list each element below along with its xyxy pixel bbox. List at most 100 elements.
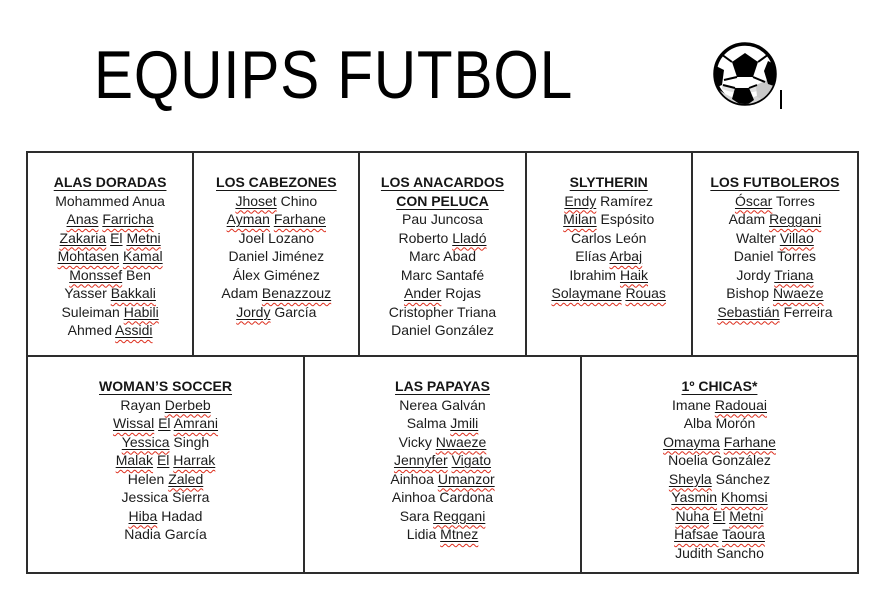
misspelled-word: Jhoset [235,192,277,209]
word: Abad [443,248,476,264]
underlined-word: Nuha [676,508,709,524]
word: Álex [232,266,260,283]
player-name: Daniel Torres [699,247,851,266]
underlined-word: Zakaria [60,230,107,246]
underlined-word: El [156,452,170,468]
team-card-slytherin: SLYTHERIN Endy Ramírez Milan Espósito Carlo… [527,153,693,355]
misspelled-word: Jordy [236,303,271,320]
word: Galván [441,396,486,413]
misspelled-word: Ander [403,285,442,301]
word: Judith [675,544,713,561]
word: Pau [402,211,427,227]
team-card-1o-chicas: 1º CHICAS* Imane Radouai Alba Morón Omayma … [582,357,857,572]
misspelled-word: Haik [619,266,648,283]
word: Daniel [228,248,269,264]
player-name: Walter Villao [699,229,851,248]
team-name-1o-chicas: 1º CHICAS* [681,378,758,394]
team-name-slytherin: SLYTHERIN [569,174,648,190]
underlined-word: Óscar [735,193,772,209]
word: García [164,526,207,542]
underlined-word: Metni [126,230,160,246]
page-title: EQUIPS FUTBOL [94,37,574,113]
misspelled-word: Reggani [769,211,822,227]
misspelled-word: Farhane [723,433,776,450]
misspelled-word: Nwaeze [435,433,487,450]
player-name: Ahmed Assidi [34,321,186,340]
word: Sierra [172,489,210,505]
misspelled-word: Bakkali [110,285,156,301]
player-name: Sara Reggani [311,507,574,526]
word: Bishop [726,285,770,301]
underlined-word: Rouas [625,285,665,301]
underlined-word: El [158,415,171,431]
player-name: Yasser Bakkali [34,284,186,303]
underlined-word: Yessica [122,434,170,450]
word: Cardona [439,489,494,505]
team-name-alas-doradas: ALAS DORADAS [53,174,167,190]
player-name: Jordy Triana [699,266,851,285]
underlined-word: Arbaj [609,248,642,264]
player-name: Ander Rojas [366,284,518,303]
word: Sánchez [715,470,771,487]
team-name-womans-soccer: WOMAN’S SOCCER [99,378,232,394]
teams-row-1: ALAS DORADAS Mohammed Anua Anas Farricha Za… [28,153,857,357]
misspelled-word: Ayman [226,211,270,227]
player-name: Marc Santafé [366,266,518,285]
word: Yasser [64,285,107,301]
word: Lozano [268,229,315,246]
underlined-word: Mtnez [440,526,478,542]
misspelled-word: Rouas [625,285,666,301]
team-name-los-futboleros: LOS FUTBOLEROS [710,174,840,190]
teams-row-2: WOMAN’S SOCCER Rayan Derbeb Wissal El Amra… [28,357,857,572]
word: Elías [575,248,607,264]
player-name: Salma Jmili [311,414,574,433]
underlined-word: Metni [729,508,763,524]
teams-table: ALAS DORADAS Mohammed Anua Anas Farricha Za… [26,151,859,574]
misspelled-word: Malak [115,452,154,468]
misspelled-word: Zakaria [59,229,107,246]
word: Morón [715,415,756,431]
underlined-word: Ayman [227,211,270,227]
word: Joel [238,229,265,246]
word: Imane [672,396,711,413]
word: Triana [457,303,497,320]
underlined-word: Mohtasen [58,248,119,264]
player-name: Nuha El Metni [588,507,851,526]
player-name: Wissal El Amrani [34,414,297,433]
word: Ibrahim [569,266,617,283]
word: Ahmed [67,322,113,338]
word: Ainhoa [390,470,434,487]
player-name: Alba Morón [588,414,851,433]
misspelled-word: Harrak [173,452,216,468]
word: Chino [280,192,318,209]
word: Salma [406,415,447,431]
player-name: Noelia González [588,451,851,470]
misspelled-word: Kamal [122,248,163,264]
misspelled-word: Triana [774,266,814,283]
underlined-word: Monssef [69,267,122,283]
misspelled-word: Hiba [128,507,158,524]
misspelled-word: Radouai [714,396,767,413]
misspelled-word: Endy [564,192,597,209]
misspelled-word: Omayma [663,433,720,450]
misspelled-word: Benazzouz [261,285,332,301]
player-name: Jennyfer Vigato [311,451,574,470]
underlined-word: Derbeb [165,397,211,413]
player-name: Álex Giménez [200,266,352,285]
underlined-word: Amrani [174,415,218,431]
player-name: Jhoset Chino [200,192,352,211]
text-cursor [780,90,782,109]
player-name: Anas Farricha [34,210,186,229]
misspelled-word: Solaymane [551,285,622,301]
word: Sancho [716,544,764,561]
underlined-word: Yasmin [671,489,717,505]
misspelled-word: Jennyfer [393,452,448,468]
player-name: Ainhoa Cardona [311,488,574,507]
word: Espósito [600,211,655,227]
player-name: Jessica Sierra [34,488,297,507]
player-name: Jordy García [200,303,352,322]
underlined-word: Jmili [450,415,478,431]
underlined-word: Wissal [113,415,154,431]
underlined-word: Harrak [173,452,215,468]
underlined-word: Endy [564,193,596,209]
